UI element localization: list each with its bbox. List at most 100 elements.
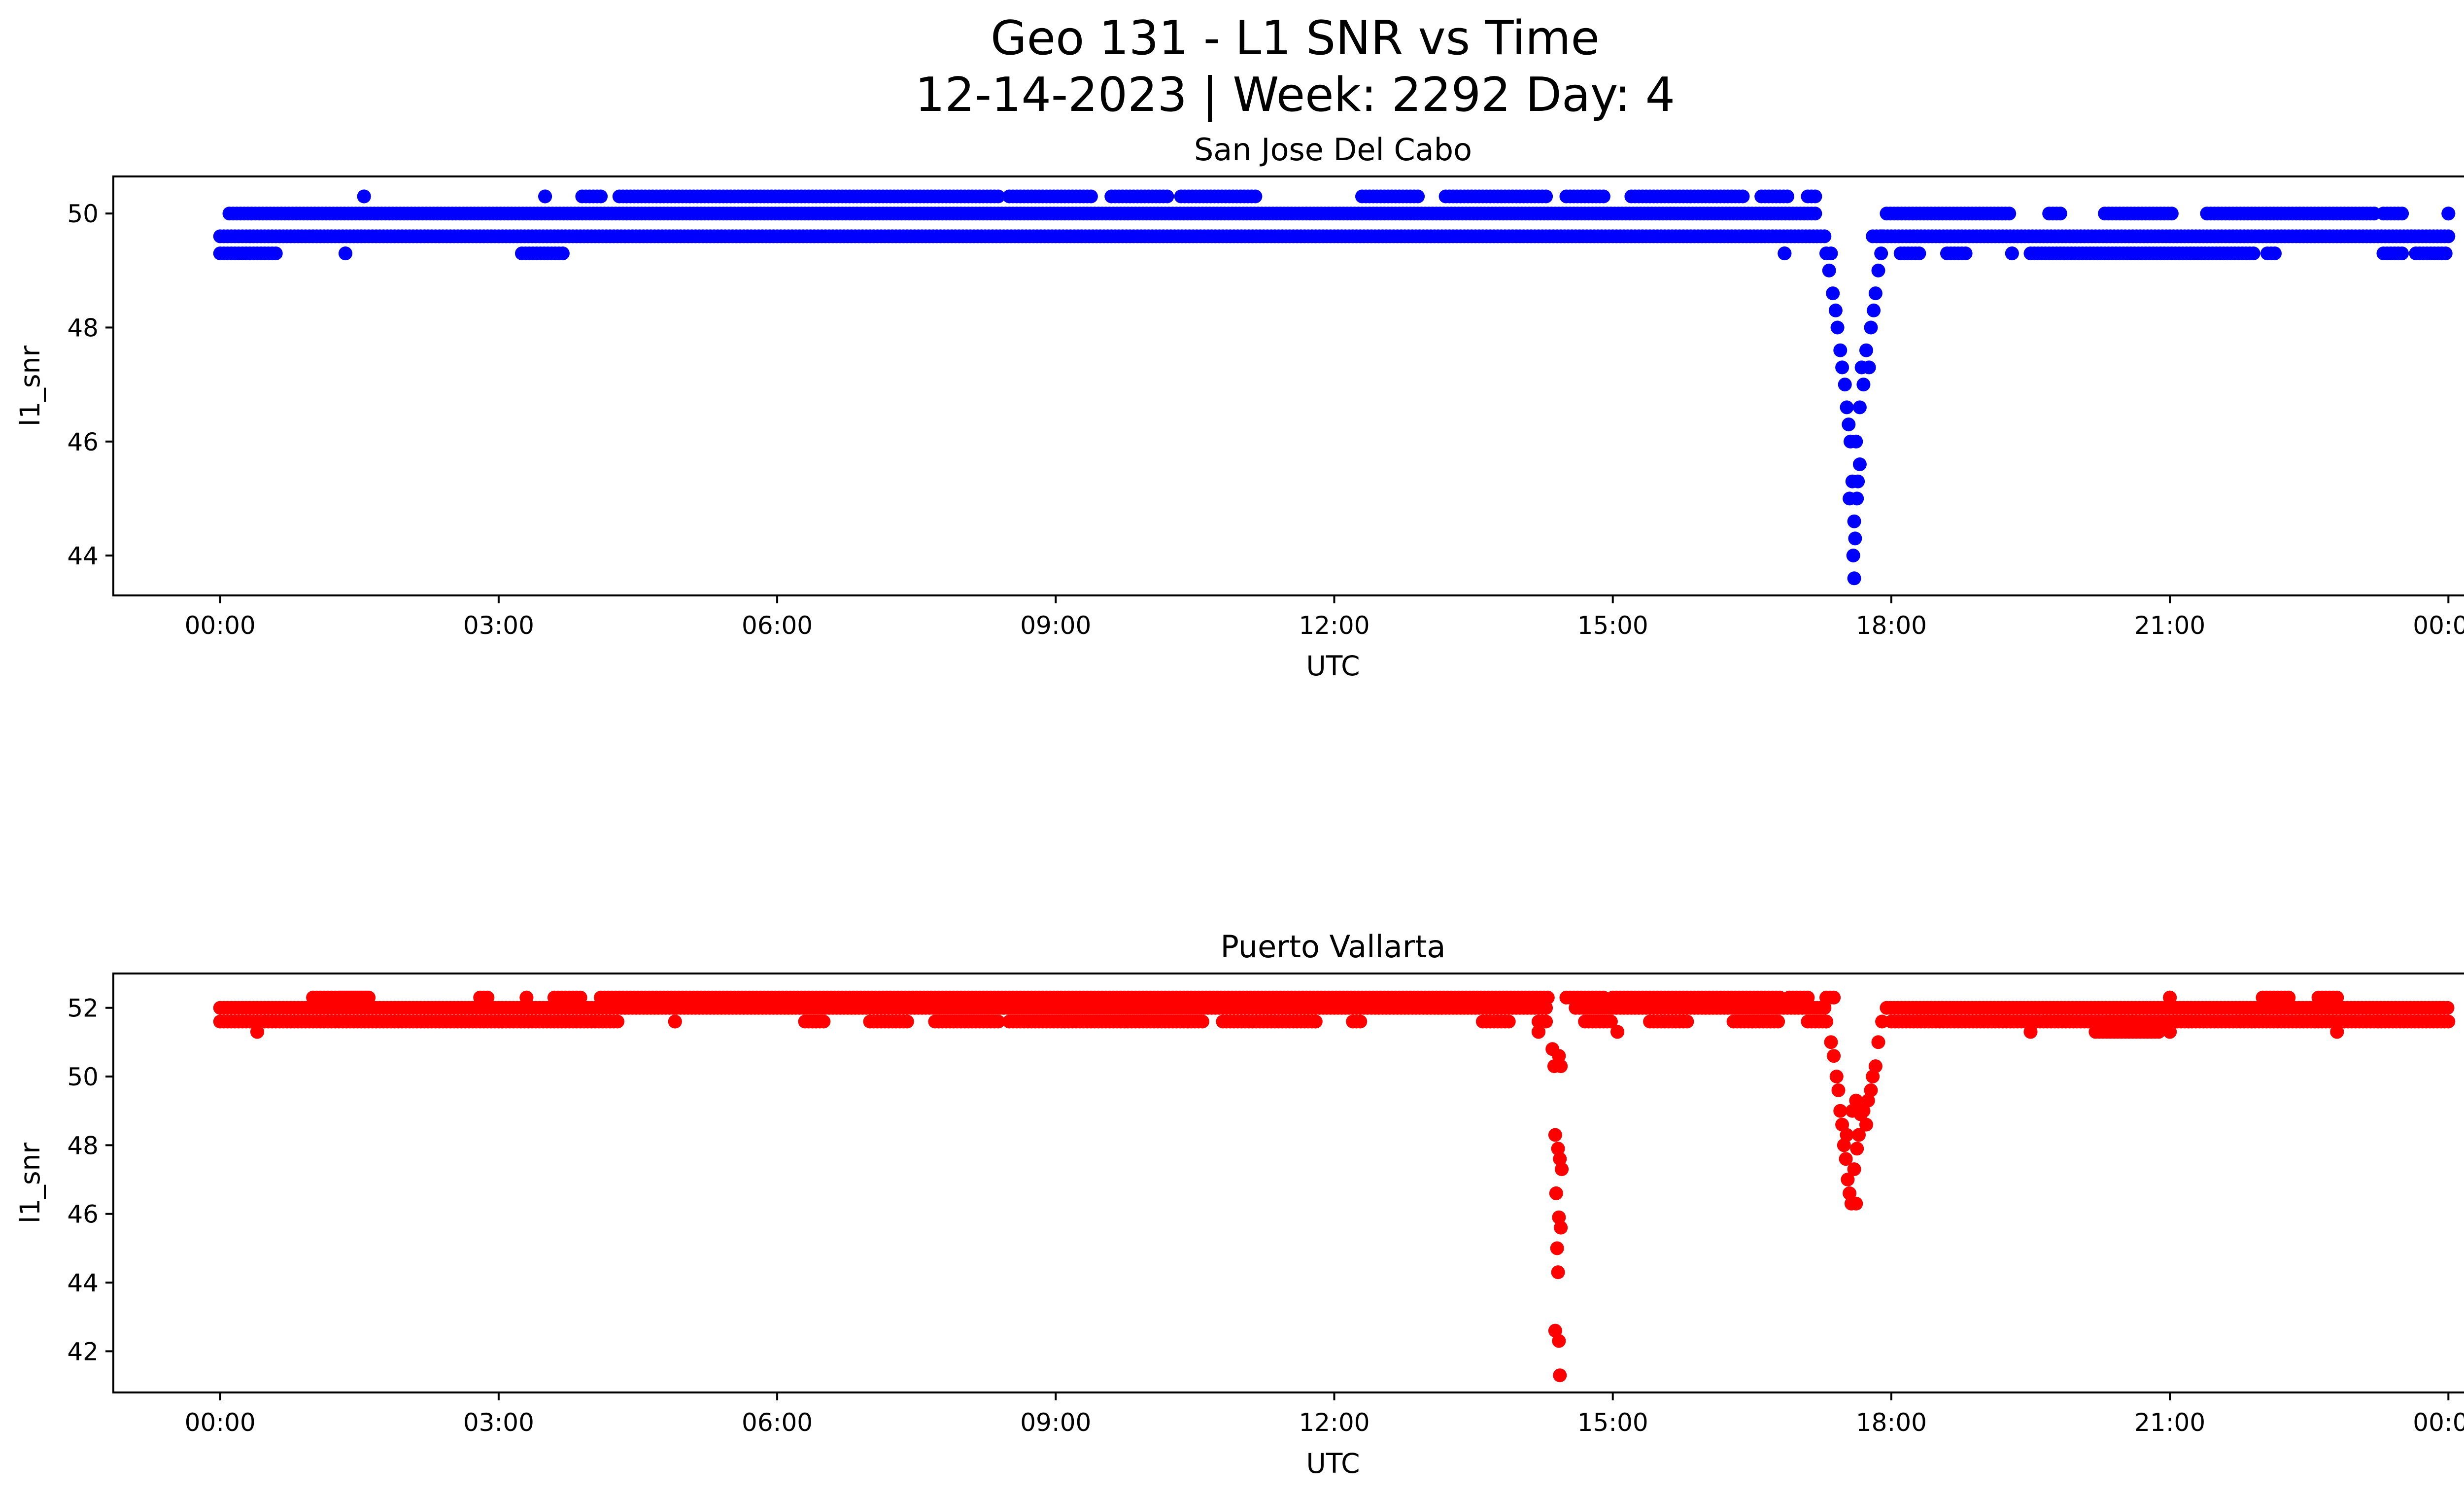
data-point [1839,1152,1853,1166]
scatter-points [213,189,2456,586]
data-point [1850,1142,1864,1156]
data-point [1248,189,1263,204]
data-point [1780,189,1794,204]
data-point [1833,1104,1848,1118]
data-point [1553,1368,1567,1383]
data-point [2395,207,2409,221]
data-point [1871,1035,1885,1049]
y-axis-label: l1_snr [14,346,46,426]
data-point [2002,207,2017,221]
data-point [1867,303,1881,317]
data-point [1874,246,1888,261]
x-tick-label: 12:00 [1299,1408,1369,1437]
data-point [1551,1142,1565,1156]
x-tick-label: 00:00 [2413,611,2464,640]
data-point [1553,1152,1567,1166]
data-point [2440,1001,2455,1015]
data-point [1856,1104,1871,1118]
data-point [1829,1070,1844,1083]
data-point [2053,207,2067,221]
data-point [1852,1128,1866,1142]
data-point [900,1014,914,1029]
subplot-title: Puerto Vallarta [1220,929,1445,965]
data-point [1846,549,1860,562]
x-tick-label: 15:00 [1577,1408,1648,1437]
data-point [2152,1025,2166,1039]
data-point [2438,246,2453,261]
data-point [1848,531,1862,546]
data-point [480,990,495,1005]
x-tick-label: 21:00 [2134,611,2205,640]
y-tick-label: 44 [67,542,99,570]
data-point [1852,457,1867,471]
data-point [2164,207,2179,221]
data-point [2023,1025,2038,1039]
data-point [1868,286,1882,301]
y-tick-label: 50 [67,1063,99,1091]
y-axis-ticks: 44 46 48 50 [67,200,113,570]
x-tick-label: 18:00 [1856,1408,1927,1437]
data-point [1847,514,1861,528]
data-point [1801,990,1815,1005]
data-point [2163,1025,2177,1039]
x-tick-label: 03:00 [463,611,534,640]
data-point [1771,1014,1785,1029]
data-point [817,1014,831,1029]
data-point [1849,434,1863,449]
y-tick-label: 52 [67,994,99,1023]
y-axis-label: l1_snr [14,1143,46,1223]
data-point [611,1014,624,1029]
data-point [1539,1001,1553,1015]
data-point [519,990,534,1005]
y-tick-label: 46 [67,428,99,456]
data-point [1824,246,1838,261]
x-axis-label: UTC [1306,650,1360,682]
data-point [1827,1049,1841,1063]
x-tick-label: 12:00 [1299,611,1369,640]
data-point [1196,1014,1209,1029]
scatter-points [213,990,2456,1383]
data-point [339,246,352,261]
data-point [1532,1025,1545,1039]
data-point [1084,189,1098,204]
x-tick-label: 18:00 [1856,611,1927,640]
data-point [1871,263,1885,278]
data-point [1847,1162,1861,1177]
data-point [1540,990,1555,1005]
data-point [2441,207,2456,221]
data-point [2330,990,2344,1005]
data-point [1549,1186,1563,1200]
data-point [1778,246,1792,261]
data-point [1862,360,1876,375]
data-point [1554,1220,1568,1235]
data-point [1680,1014,1694,1029]
data-point [357,189,371,204]
y-tick-label: 48 [67,1131,99,1160]
data-point [1551,1265,1565,1280]
data-point [1864,320,1878,335]
data-point [668,1014,682,1029]
x-tick-label: 06:00 [742,1408,813,1437]
y-axis-ticks: 42 44 46 48 50 52 [67,994,113,1366]
y-tick-label: 50 [67,200,99,228]
data-point [1736,189,1750,204]
data-point [1817,229,1832,243]
data-point [1830,320,1845,335]
y-tick-label: 48 [67,313,99,342]
data-point [1868,1059,1882,1074]
data-point [2441,1014,2456,1029]
x-tick-label: 00:00 [2413,1408,2464,1437]
data-point [2282,990,2296,1005]
data-point [1859,343,1873,357]
data-point [1875,1014,1889,1029]
data-point [1160,189,1174,204]
data-point [1411,189,1425,204]
data-point [1828,303,1843,317]
data-point [1610,1025,1625,1039]
subplot-title: San Jose Del Cabo [1194,132,1472,168]
y-tick-label: 44 [67,1269,99,1297]
data-point [2441,229,2456,243]
data-point [1554,1059,1568,1074]
data-point [1552,1334,1566,1348]
data-point [1819,1014,1833,1029]
